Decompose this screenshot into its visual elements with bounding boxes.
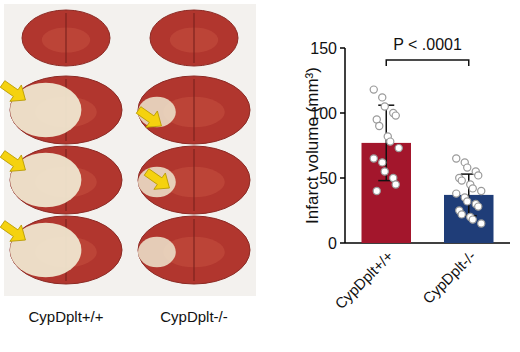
midline (193, 79, 194, 141)
y-tick (340, 177, 345, 179)
arrow (0, 76, 31, 108)
data-point (381, 103, 388, 110)
data-point (381, 168, 388, 175)
arrow (133, 102, 167, 134)
data-point (453, 155, 460, 162)
arrow (0, 146, 31, 178)
infarct-area (138, 237, 176, 268)
photo-background (4, 4, 256, 296)
arrow (141, 164, 175, 196)
brain-slice (10, 76, 122, 144)
midline (193, 149, 194, 211)
y-tick-label: 150 (310, 40, 337, 57)
data-point (392, 181, 399, 188)
data-point (376, 122, 383, 129)
data-point (478, 220, 485, 227)
data-point (373, 187, 380, 194)
y-axis-label: Infarct volume (mm³) (303, 67, 322, 224)
data-point (475, 172, 482, 179)
data-point (475, 203, 482, 210)
data-point (370, 155, 377, 162)
brain-slice (138, 216, 250, 284)
data-point (392, 112, 399, 119)
figure: CypDplt+/+CypDplt-/-050100150Infarct vol… (0, 0, 520, 352)
x-tick-label: CypDplt+/+ (331, 247, 396, 312)
brain-slice (10, 146, 122, 214)
midline (193, 219, 194, 281)
brain-slice (150, 10, 238, 66)
p-value: P < .0001 (393, 36, 462, 53)
x-tick-label: CypDplt-/- (419, 247, 479, 307)
arrow-shape (133, 102, 167, 134)
y-tick (340, 242, 345, 244)
significance-bracket (386, 60, 469, 66)
arrow-shape (0, 146, 31, 178)
data-point (379, 94, 386, 101)
data-point (458, 211, 465, 218)
image-label: CypDplt+/+ (28, 308, 103, 325)
brain-slices (0, 4, 256, 296)
y-axis (344, 48, 346, 243)
data-point (464, 164, 471, 171)
bar (444, 195, 494, 243)
data-point (458, 177, 465, 184)
arrow-shape (141, 164, 175, 196)
plot-area (362, 86, 494, 243)
data-point (370, 86, 377, 93)
data-point (379, 159, 386, 166)
y-tick (340, 112, 345, 114)
data-point (478, 187, 485, 194)
brain-slice (138, 146, 250, 214)
data-point (464, 198, 471, 205)
error-line (468, 174, 470, 216)
y-tick (340, 47, 345, 49)
image-label: CypDplt-/- (160, 308, 228, 325)
arrow-shape (0, 76, 31, 108)
data-point (453, 190, 460, 197)
arrow-shape (0, 216, 31, 248)
brain-slice (22, 10, 110, 66)
data-point (395, 145, 402, 152)
brain-slice (10, 216, 122, 284)
brain-slice (138, 76, 250, 144)
data-point (469, 216, 476, 223)
midline (193, 13, 194, 63)
midline (65, 13, 66, 63)
y-tick-label: 0 (328, 235, 337, 252)
data-point (469, 185, 476, 192)
data-point (387, 138, 394, 145)
arrow (0, 216, 31, 248)
